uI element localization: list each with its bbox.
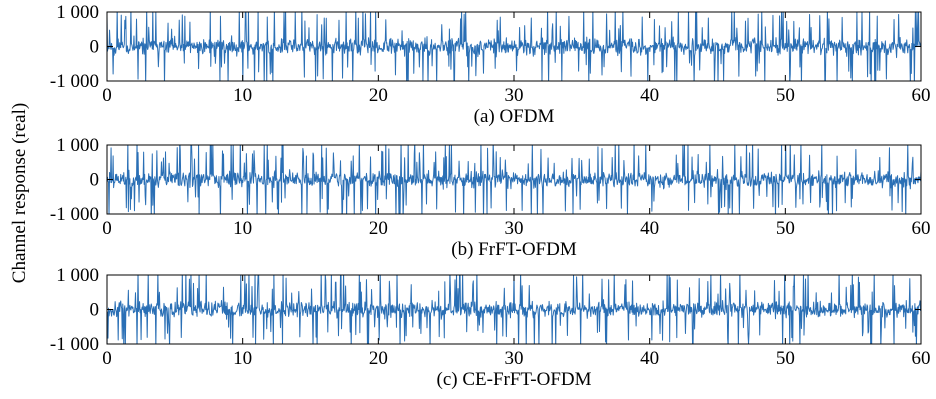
x-tick-label: 50 [776, 348, 795, 369]
x-tick-label: 10 [233, 85, 252, 106]
y-tick-label: 0 [90, 170, 100, 191]
y-tick-label: 1 000 [56, 265, 99, 286]
x-tick-label: 0 [102, 218, 112, 239]
y-tick-label: -1 000 [50, 334, 99, 355]
y-tick-label: 1 000 [56, 2, 99, 23]
subplot-caption: (c) CE-FrFT-OFDM [437, 369, 592, 390]
series-line [107, 12, 921, 81]
x-tick-label: 50 [776, 218, 795, 239]
y-tick-label: -1 000 [50, 71, 99, 92]
y-tick-label: 1 000 [56, 135, 99, 156]
subplot-caption: (b) FrFT-OFDM [451, 239, 577, 260]
x-tick-label: 20 [369, 85, 388, 106]
x-tick-label: 20 [369, 348, 388, 369]
y-tick-label: 0 [90, 37, 100, 58]
x-tick-label: 10 [233, 348, 252, 369]
x-tick-label: 40 [640, 218, 659, 239]
x-tick-label: 0 [102, 348, 112, 369]
x-tick-label: 50 [776, 85, 795, 106]
x-tick-label: 40 [640, 85, 659, 106]
series-line [107, 275, 921, 344]
y-tick-label: 0 [90, 300, 100, 321]
x-tick-label: 60 [912, 85, 931, 106]
x-tick-label: 0 [102, 85, 112, 106]
subplot-caption: (a) OFDM [474, 106, 555, 127]
y-axis-label: Channel response (real) [9, 103, 30, 283]
x-tick-label: 20 [369, 218, 388, 239]
x-tick-label: 30 [505, 85, 524, 106]
series-line [107, 145, 921, 214]
x-tick-label: 10 [233, 218, 252, 239]
x-tick-label: 30 [505, 218, 524, 239]
x-tick-label: 40 [640, 348, 659, 369]
x-tick-label: 30 [505, 348, 524, 369]
x-tick-label: 60 [912, 218, 931, 239]
y-tick-label: -1 000 [50, 204, 99, 225]
x-tick-label: 60 [912, 348, 931, 369]
